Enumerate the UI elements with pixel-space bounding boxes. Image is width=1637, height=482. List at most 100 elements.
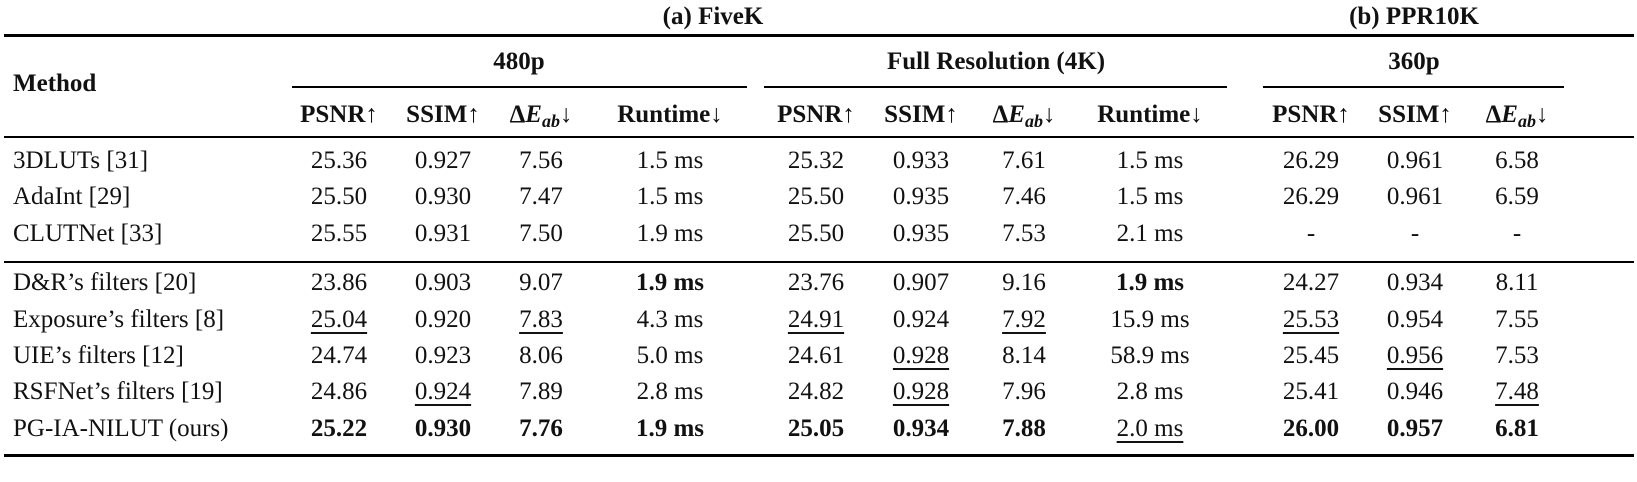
subgroup-header-360p: 360p (1388, 48, 1440, 75)
value-cell: 7.50 (519, 220, 563, 247)
value-cell: 8.14 (1002, 342, 1046, 369)
value-cell: 0.934 (1386, 269, 1444, 296)
subgroup-header-480p: 480p (493, 48, 545, 75)
value-cell: 0.924 (892, 306, 950, 333)
value-cell: 0.928 (892, 378, 950, 405)
col-header-ssim: SSIM↑ (1378, 101, 1452, 128)
value-cell: 25.05 (787, 415, 845, 442)
top-rule (4, 34, 1634, 37)
col-header-delta-e: ΔEab↓ (509, 101, 573, 132)
value-cell: 8.11 (1495, 269, 1539, 296)
value-cell: - (1410, 220, 1420, 247)
value-cell: 24.86 (310, 378, 368, 405)
value-cell: 4.3 ms (636, 306, 704, 333)
value-cell: 0.946 (1386, 378, 1444, 405)
value-cell: 7.47 (519, 183, 563, 210)
value-cell: 0.930 (414, 415, 472, 442)
value-cell: 25.50 (310, 183, 368, 210)
value-cell: 7.92 (1002, 306, 1046, 333)
value-cell: 25.36 (310, 147, 368, 174)
col-header-psnr: PSNR↑ (1272, 101, 1350, 128)
value-cell: 25.50 (787, 220, 845, 247)
value-cell: 1.9 ms (1115, 269, 1185, 296)
value-cell: 0.954 (1386, 306, 1444, 333)
method-cell: AdaInt [29] (13, 183, 131, 210)
value-cell: 6.58 (1495, 147, 1539, 174)
value-cell: 0.931 (414, 220, 472, 247)
value-cell: 7.89 (519, 378, 563, 405)
value-cell: 26.29 (1282, 183, 1340, 210)
value-cell: 25.22 (310, 415, 368, 442)
value-cell: 7.83 (519, 306, 563, 333)
bottom-rule (4, 454, 1634, 457)
header-rule (4, 136, 1634, 138)
value-cell: 24.27 (1282, 269, 1340, 296)
value-cell: 0.935 (892, 220, 950, 247)
group-header-ppr10k: (b) PPR10K (1349, 3, 1479, 30)
method-cell: UIE’s filters [12] (13, 342, 184, 369)
value-cell: 1.5 ms (1116, 147, 1184, 174)
value-cell: 7.76 (519, 415, 563, 442)
value-cell: 2.0 ms (1116, 415, 1184, 442)
subgroup-rule-full-res (764, 86, 1227, 88)
value-cell: 7.53 (1495, 342, 1539, 369)
value-cell: 2.8 ms (1116, 378, 1184, 405)
value-cell: 24.82 (787, 378, 845, 405)
value-cell: 7.46 (1002, 183, 1046, 210)
method-header: Method (13, 70, 97, 97)
col-header-delta-e: ΔEab↓ (992, 101, 1056, 132)
value-cell: 8.06 (519, 342, 563, 369)
method-cell: 3DLUTs [31] (13, 147, 149, 174)
col-header-psnr: PSNR↑ (300, 101, 378, 128)
subgroup-header-full-res: Full Resolution (4K) (886, 48, 1106, 75)
col-header-ssim: SSIM↑ (884, 101, 958, 128)
value-cell: 25.50 (787, 183, 845, 210)
method-cell: CLUTNet [33] (13, 220, 163, 247)
value-cell: 7.48 (1495, 378, 1539, 405)
value-cell: 15.9 ms (1110, 306, 1190, 333)
value-cell: 0.930 (414, 183, 472, 210)
value-cell: 6.59 (1495, 183, 1539, 210)
value-cell: 25.53 (1282, 306, 1340, 333)
value-cell: 1.5 ms (1116, 183, 1184, 210)
value-cell: 0.927 (414, 147, 472, 174)
value-cell: 24.74 (310, 342, 368, 369)
method-cell: D&R’s filters [20] (13, 269, 197, 296)
value-cell: 58.9 ms (1110, 342, 1190, 369)
value-cell: 1.9 ms (636, 220, 704, 247)
value-cell: 1.5 ms (636, 183, 704, 210)
value-cell: 7.96 (1002, 378, 1046, 405)
value-cell: 1.9 ms (635, 269, 705, 296)
value-cell: 7.55 (1495, 306, 1539, 333)
value-cell: 0.933 (892, 147, 950, 174)
col-header-psnr: PSNR↑ (777, 101, 855, 128)
subgroup-rule-480p (292, 86, 747, 88)
subgroup-rule-360p (1263, 86, 1564, 88)
value-cell: 0.934 (892, 415, 950, 442)
col-header-delta-e: ΔEab↓ (1485, 101, 1549, 132)
value-cell: 6.81 (1495, 415, 1539, 442)
value-cell: 2.8 ms (636, 378, 704, 405)
col-header-runtime: Runtime↓ (617, 101, 723, 128)
col-header-runtime: Runtime↓ (1097, 101, 1203, 128)
section-rule (4, 261, 1634, 263)
value-cell: 26.00 (1282, 415, 1340, 442)
value-cell: 23.86 (310, 269, 368, 296)
value-cell: 25.45 (1282, 342, 1340, 369)
value-cell: 23.76 (787, 269, 845, 296)
value-cell: 0.923 (414, 342, 472, 369)
value-cell: 1.9 ms (635, 415, 705, 442)
value-cell: 5.0 ms (636, 342, 704, 369)
value-cell: 0.935 (892, 183, 950, 210)
value-cell: 7.53 (1002, 220, 1046, 247)
value-cell: 26.29 (1282, 147, 1340, 174)
value-cell: 9.16 (1002, 269, 1046, 296)
value-cell: 25.04 (310, 306, 368, 333)
value-cell: - (1306, 220, 1316, 247)
value-cell: - (1512, 220, 1522, 247)
value-cell: 24.61 (787, 342, 845, 369)
value-cell: 0.903 (414, 269, 472, 296)
value-cell: 0.956 (1386, 342, 1444, 369)
value-cell: 1.5 ms (636, 147, 704, 174)
value-cell: 0.924 (414, 378, 472, 405)
